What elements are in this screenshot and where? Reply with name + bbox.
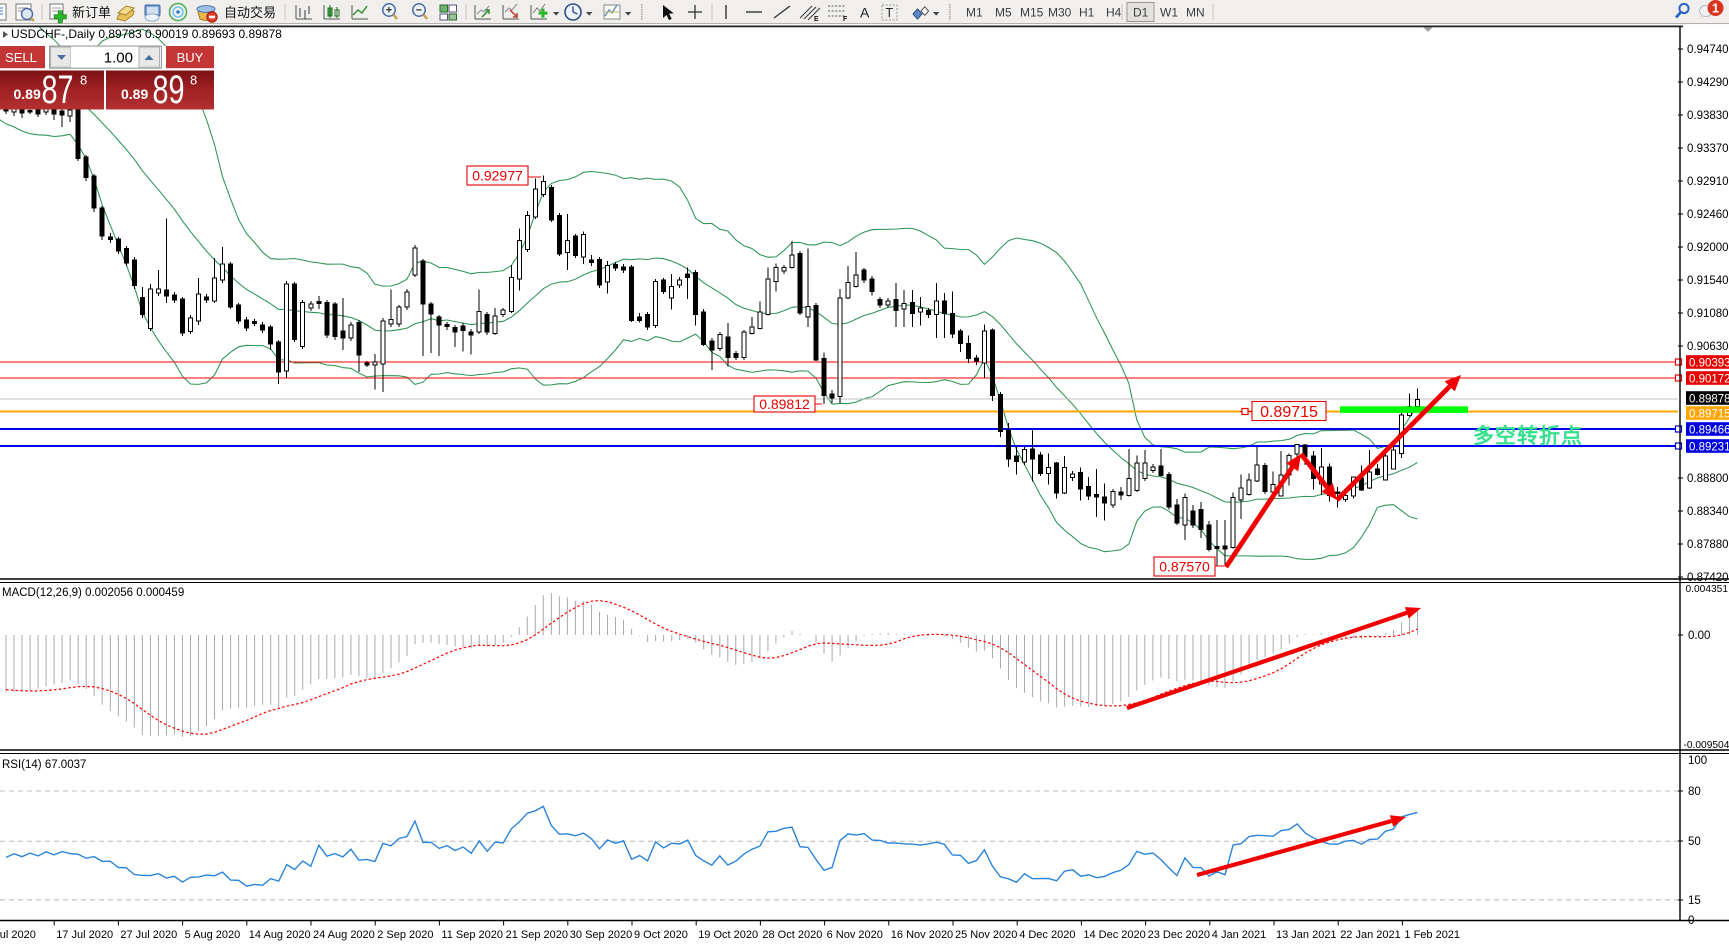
svg-text:11 Sep 2020: 11 Sep 2020 <box>441 929 503 941</box>
svg-text:87: 87 <box>41 67 73 112</box>
svg-text:23 Dec 2020: 23 Dec 2020 <box>1148 929 1210 941</box>
svg-text:USDCHF-,Daily 0.89783 0.90019: USDCHF-,Daily 0.89783 0.90019 0.89693 0.… <box>11 27 282 41</box>
svg-text:4 Jan 2021: 4 Jan 2021 <box>1212 929 1266 941</box>
svg-text:0.87420: 0.87420 <box>1687 572 1729 584</box>
svg-text:30 Sep 2020: 30 Sep 2020 <box>570 929 632 941</box>
svg-text:24 Aug 2020: 24 Aug 2020 <box>313 929 375 941</box>
svg-text:+: + <box>386 5 392 17</box>
svg-text:0.00: 0.00 <box>1688 630 1710 642</box>
svg-text:17 Jul 2020: 17 Jul 2020 <box>56 929 113 941</box>
svg-text:2 Sep 2020: 2 Sep 2020 <box>377 929 433 941</box>
svg-text:4 Dec 2020: 4 Dec 2020 <box>1019 929 1075 941</box>
svg-text:14 Dec 2020: 14 Dec 2020 <box>1083 929 1145 941</box>
svg-text:M30: M30 <box>1048 6 1072 20</box>
svg-text:6 Nov 2020: 6 Nov 2020 <box>827 929 883 941</box>
svg-text:9 Oct 2020: 9 Oct 2020 <box>634 929 688 941</box>
svg-text:0.94740: 0.94740 <box>1687 44 1729 56</box>
svg-text:MN: MN <box>1186 6 1205 20</box>
svg-text:0.88340: 0.88340 <box>1687 506 1729 518</box>
svg-text:0.89466: 0.89466 <box>1689 424 1729 436</box>
svg-text:F: F <box>843 16 848 23</box>
svg-text:自动交易: 自动交易 <box>224 5 276 20</box>
svg-text:13 Jan 2021: 13 Jan 2021 <box>1276 929 1337 941</box>
svg-text:E: E <box>814 16 819 23</box>
svg-text:SELL: SELL <box>5 50 37 65</box>
svg-text:H1: H1 <box>1079 6 1095 20</box>
svg-text:M1: M1 <box>966 6 983 20</box>
svg-text:1: 1 <box>1712 1 1719 16</box>
svg-text:0.88800: 0.88800 <box>1687 473 1729 485</box>
svg-text:16 Nov 2020: 16 Nov 2020 <box>891 929 953 941</box>
svg-text:14 Aug 2020: 14 Aug 2020 <box>249 929 311 941</box>
svg-text:0.94290: 0.94290 <box>1687 77 1729 89</box>
svg-text:W1: W1 <box>1160 6 1178 20</box>
svg-text:0.89715: 0.89715 <box>1260 404 1318 421</box>
svg-text:1.00: 1.00 <box>104 50 133 67</box>
svg-text:0.90393: 0.90393 <box>1689 357 1729 369</box>
svg-text:100: 100 <box>1688 755 1707 767</box>
svg-text:25 Nov 2020: 25 Nov 2020 <box>955 929 1017 941</box>
svg-text:M5: M5 <box>995 6 1012 20</box>
svg-text:0.92910: 0.92910 <box>1687 176 1729 188</box>
svg-text:0.89: 0.89 <box>121 86 148 102</box>
svg-text:22 Jan 2021: 22 Jan 2021 <box>1340 929 1401 941</box>
svg-text:H4: H4 <box>1106 6 1122 20</box>
svg-text:0.87880: 0.87880 <box>1687 539 1729 551</box>
svg-text:19 Oct 2020: 19 Oct 2020 <box>698 929 758 941</box>
svg-text:T: T <box>886 6 894 20</box>
svg-text:50: 50 <box>1688 836 1701 848</box>
svg-text:8: 8 <box>190 73 197 88</box>
svg-text:MACD(12,26,9) 0.002056 0.00045: MACD(12,26,9) 0.002056 0.000459 <box>2 587 184 599</box>
svg-text:新订单: 新订单 <box>72 5 111 20</box>
svg-text:28 Oct 2020: 28 Oct 2020 <box>762 929 822 941</box>
svg-text:0.004351: 0.004351 <box>1686 584 1729 595</box>
svg-text:0: 0 <box>1688 915 1694 927</box>
svg-text:0.90172: 0.90172 <box>1689 373 1729 385</box>
svg-text:5 Aug 2020: 5 Aug 2020 <box>185 929 241 941</box>
svg-text:0.93370: 0.93370 <box>1687 143 1729 155</box>
svg-text:80: 80 <box>1688 786 1701 798</box>
svg-text:0.92000: 0.92000 <box>1687 242 1729 254</box>
svg-text:BUY: BUY <box>177 50 204 65</box>
svg-text:27 Jul 2020: 27 Jul 2020 <box>120 929 177 941</box>
svg-text:15: 15 <box>1688 895 1701 907</box>
svg-text:0.90630: 0.90630 <box>1687 341 1729 353</box>
svg-text:0.91080: 0.91080 <box>1687 308 1729 320</box>
svg-text:0.92977: 0.92977 <box>472 168 523 184</box>
svg-text:0.89: 0.89 <box>14 86 41 102</box>
svg-text:D1: D1 <box>1133 6 1149 20</box>
svg-text:0.89231: 0.89231 <box>1689 441 1729 453</box>
svg-text:0.89715: 0.89715 <box>1689 408 1729 420</box>
svg-text:M15: M15 <box>1020 6 1044 20</box>
svg-text:89: 89 <box>152 67 184 112</box>
svg-text:0.89878: 0.89878 <box>1689 393 1729 405</box>
svg-text:8: 8 <box>80 73 87 88</box>
svg-text:-0.009504: -0.009504 <box>1684 740 1729 751</box>
svg-text:0.89812: 0.89812 <box>759 396 810 412</box>
svg-text:0.93830: 0.93830 <box>1687 110 1729 122</box>
svg-text:A: A <box>860 5 870 21</box>
svg-text:−: − <box>416 5 422 17</box>
svg-text:10 Jul 2020: 10 Jul 2020 <box>0 929 36 941</box>
svg-text:1 Feb 2021: 1 Feb 2021 <box>1404 929 1460 941</box>
svg-text:多空转折点: 多空转折点 <box>1473 424 1583 448</box>
svg-text:RSI(14) 67.0037: RSI(14) 67.0037 <box>2 759 86 771</box>
svg-text:0.87570: 0.87570 <box>1159 559 1210 575</box>
svg-text:0.91540: 0.91540 <box>1687 275 1729 287</box>
svg-text:0.92460: 0.92460 <box>1687 209 1729 221</box>
svg-text:21 Sep 2020: 21 Sep 2020 <box>506 929 568 941</box>
